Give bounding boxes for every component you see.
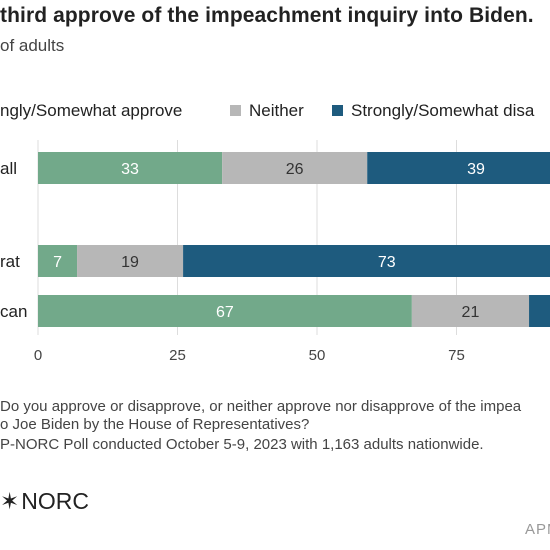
data-label-can-neither: 21 xyxy=(462,304,480,321)
data-label-all-neither: 26 xyxy=(286,161,304,178)
bar-rat-neither xyxy=(77,245,184,277)
bar-can-strongly-somewhat-disa xyxy=(529,295,550,327)
bar-can-ngly-somewhat-approve xyxy=(38,295,412,327)
legend-swatch-disapprove xyxy=(332,105,343,116)
legend-item-neither: Neither xyxy=(230,101,304,121)
bar-all-strongly-somewhat-disa xyxy=(367,152,550,184)
data-label-all-strongly-somewhat-disa: 39 xyxy=(467,161,485,178)
legend-item-disapprove: Strongly/Somewhat disa xyxy=(332,101,534,121)
tick-label-0: 0 xyxy=(34,347,42,364)
logo-text: NORC xyxy=(21,488,90,514)
data-label-all-ngly-somewhat-approve: 33 xyxy=(121,161,139,178)
bar-rat-ngly-somewhat-approve xyxy=(38,245,78,277)
category-label-rat: rat xyxy=(0,252,20,271)
bar-all-neither xyxy=(222,152,368,184)
legend-item-approve: ngly/Somewhat approve xyxy=(0,101,182,121)
legend-label-disapprove: Strongly/Somewhat disa xyxy=(351,101,535,120)
legend-swatch-neither xyxy=(230,105,241,116)
bar-all-ngly-somewhat-approve xyxy=(38,152,223,184)
chart-subtitle: of adults xyxy=(0,36,65,55)
legend-label-approve: ngly/Somewhat approve xyxy=(0,101,183,120)
category-label-all: all xyxy=(0,159,17,178)
ap-norc-logo: ✶NORC xyxy=(0,488,89,515)
category-label-can: can xyxy=(0,302,27,321)
source-note: P-NORC Poll conducted October 5-9, 2023 … xyxy=(0,436,484,453)
tick-label-50: 50 xyxy=(309,347,326,364)
legend-label-neither: Neither xyxy=(249,101,304,120)
tick-label-75: 75 xyxy=(448,347,465,364)
data-label-can-ngly-somewhat-approve: 67 xyxy=(216,304,234,321)
bar-can-neither xyxy=(411,295,530,327)
bar-rat-strongly-somewhat-disa xyxy=(183,245,550,277)
data-label-rat-strongly-somewhat-disa: 73 xyxy=(378,254,396,271)
logo-star-icon: ✶ xyxy=(0,488,20,514)
tick-label-25: 25 xyxy=(169,347,186,364)
question-note-line-2: o Joe Biden by the House of Representati… xyxy=(0,416,310,433)
stacked-bar-chart: all rat can 33 26 39 7 19 73 67 21 0 25 50 75 xyxy=(0,140,550,364)
data-label-rat-neither: 19 xyxy=(121,254,139,271)
question-note-line-1: Do you approve or disapprove, or neither… xyxy=(0,398,522,415)
data-label-rat-ngly-somewhat-approve: 7 xyxy=(53,254,62,271)
chart-title: third approve of the impeachment inquiry… xyxy=(0,4,534,27)
corner-text: APM xyxy=(525,521,550,538)
